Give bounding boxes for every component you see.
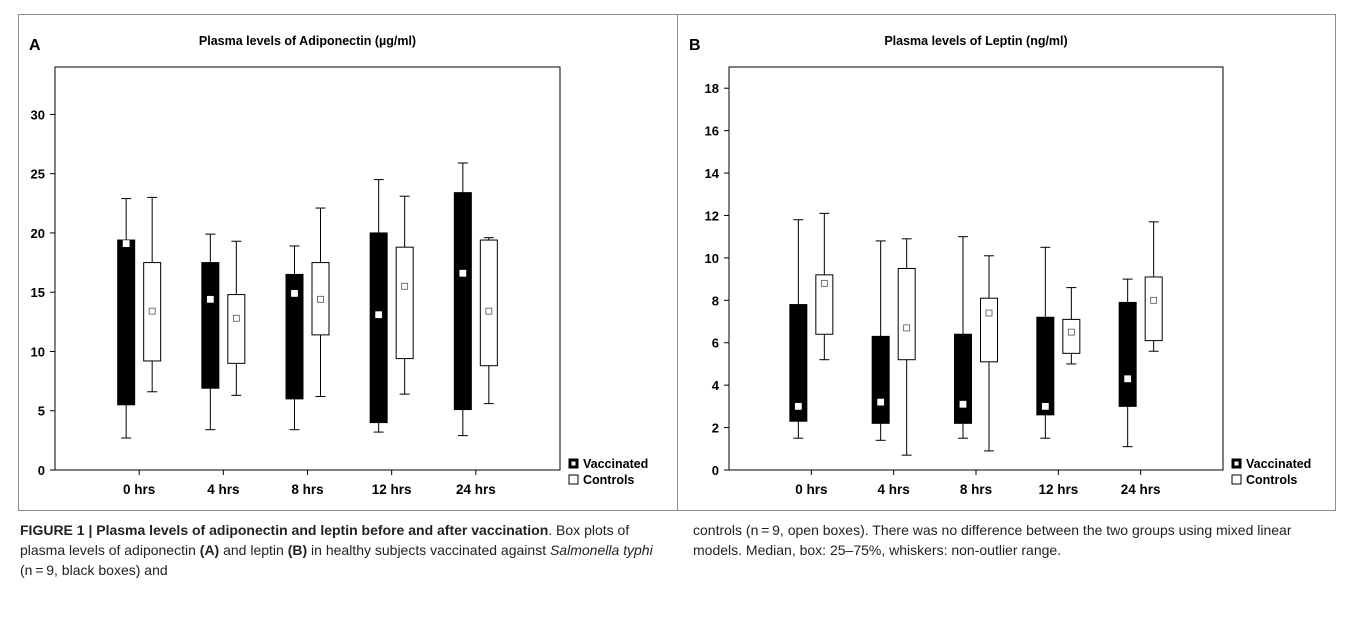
- x-tick-label: 24 hrs: [1121, 482, 1161, 497]
- median-marker: [459, 269, 467, 277]
- median-marker: [1150, 296, 1158, 304]
- caption-text-2: and leptin: [219, 542, 288, 558]
- caption-panel-b: (B): [287, 542, 308, 558]
- median-marker: [1041, 402, 1049, 410]
- y-tick-label: 10: [31, 344, 45, 359]
- median-marker: [985, 309, 993, 317]
- box-vaccinated: [1036, 316, 1055, 416]
- box-vaccinated: [954, 333, 972, 424]
- x-tick-label: 8 hrs: [291, 482, 323, 497]
- chart-leptin: B Plasma levels of Leptin (ng/ml) 0 2 4 6 8 10 1…: [689, 34, 1311, 497]
- chart-title: Plasma levels of Adiponectin (µg/ml): [199, 34, 416, 48]
- legend-swatch-controls: [1231, 474, 1242, 485]
- figure-caption-right: controls (n = 9, open boxes). There was …: [693, 520, 1333, 560]
- caption-figure-label: FIGURE 1 | Plasma levels of adiponectin …: [20, 522, 549, 538]
- box-vaccinated: [1118, 301, 1137, 407]
- y-tick-label: 0: [712, 463, 719, 478]
- median-marker: [903, 324, 911, 332]
- box-vaccinated: [285, 273, 304, 400]
- legend-swatch-inner: [571, 461, 576, 466]
- y-tick-label: 12: [705, 208, 719, 223]
- box-controls: [897, 268, 916, 361]
- panel-label: A: [29, 37, 41, 54]
- caption-text-4: (n = 9, black boxes) and: [20, 562, 168, 578]
- median-marker: [1124, 375, 1132, 383]
- box-controls: [1062, 318, 1081, 354]
- box-controls: [479, 239, 498, 367]
- box-controls: [980, 297, 998, 363]
- x-tick-label: 4 hrs: [207, 482, 239, 497]
- y-tick-label: 5: [38, 404, 45, 419]
- median-marker: [232, 314, 240, 322]
- median-marker: [148, 307, 156, 315]
- median-marker: [820, 279, 828, 287]
- x-tick-label: 0 hrs: [123, 482, 155, 497]
- x-tick-label: 8 hrs: [960, 482, 992, 497]
- box-vaccinated: [789, 304, 808, 422]
- y-tick-label: 18: [705, 81, 719, 96]
- box-controls: [395, 246, 414, 360]
- y-tick-label: 14: [705, 166, 720, 181]
- median-marker: [375, 311, 383, 319]
- x-tick-label: 0 hrs: [795, 482, 827, 497]
- median-marker: [206, 295, 214, 303]
- box-controls: [1144, 276, 1163, 342]
- legend-label: Controls: [583, 473, 634, 487]
- median-marker: [794, 402, 802, 410]
- box-vaccinated: [117, 239, 136, 406]
- y-tick-label: 4: [712, 378, 720, 393]
- chart-title: Plasma levels of Leptin (ng/ml): [884, 34, 1067, 48]
- y-tick-label: 16: [705, 124, 719, 139]
- x-tick-label: 12 hrs: [372, 482, 412, 497]
- y-tick-label: 10: [705, 251, 719, 266]
- median-marker: [485, 307, 493, 315]
- caption-text-5: controls (n = 9, open boxes). There was …: [693, 522, 1292, 558]
- y-tick-label: 0: [38, 463, 45, 478]
- median-marker: [401, 282, 409, 290]
- caption-text-3: in healthy subjects vaccinated against: [307, 542, 550, 558]
- box-vaccinated: [871, 335, 890, 424]
- median-marker: [1067, 328, 1075, 336]
- panel-label: B: [689, 37, 701, 54]
- box-controls: [227, 294, 246, 364]
- median-marker: [959, 400, 967, 408]
- caption-text-1: . Box plots of plasma levels of adiponec…: [20, 522, 630, 558]
- legend-label: Vaccinated: [1246, 457, 1311, 471]
- x-tick-label: 4 hrs: [878, 482, 910, 497]
- box-vaccinated: [369, 232, 388, 424]
- box-controls: [815, 274, 834, 335]
- y-tick-label: 8: [712, 293, 719, 308]
- box-vaccinated: [453, 192, 472, 411]
- x-tick-label: 24 hrs: [456, 482, 496, 497]
- caption-panel-a: (A): [199, 542, 220, 558]
- y-tick-label: 20: [31, 226, 45, 241]
- y-tick-label: 6: [712, 336, 719, 351]
- legend-swatch-controls: [568, 474, 579, 485]
- legend-swatch-inner: [1234, 461, 1239, 466]
- legend-label: Vaccinated: [583, 457, 648, 471]
- figure-caption-left: FIGURE 1 | Plasma levels of adiponectin …: [20, 520, 660, 580]
- y-tick-label: 15: [31, 285, 45, 300]
- panel-divider: [677, 14, 678, 511]
- median-marker: [122, 240, 130, 248]
- median-marker: [877, 398, 885, 406]
- median-marker: [317, 295, 324, 303]
- y-tick-label: 2: [712, 421, 719, 436]
- y-tick-label: 25: [31, 167, 45, 182]
- y-tick-label: 30: [31, 107, 45, 122]
- box-vaccinated: [201, 262, 220, 389]
- caption-species: Salmonella typhi: [549, 542, 653, 558]
- median-marker: [291, 289, 298, 297]
- legend-label: Controls: [1246, 473, 1297, 487]
- x-tick-label: 12 hrs: [1038, 482, 1078, 497]
- chart-adiponectin: A Plasma levels of Adiponectin (µg/ml) 0 5 1…: [29, 34, 648, 497]
